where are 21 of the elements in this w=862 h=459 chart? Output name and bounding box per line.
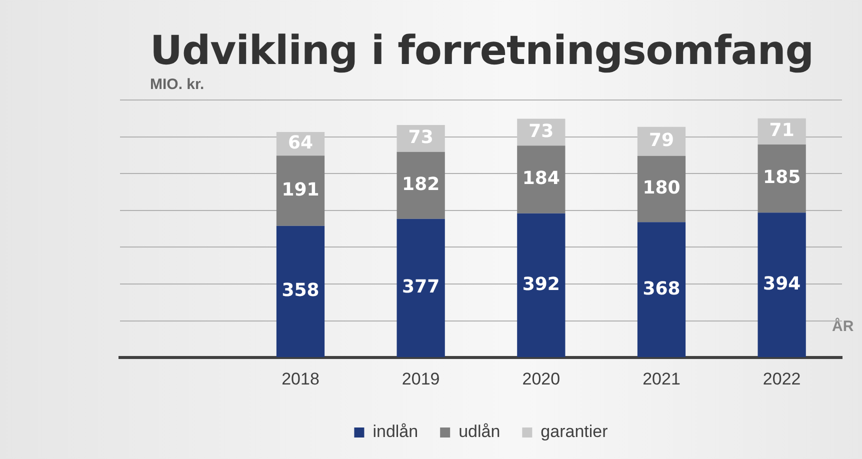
x-tick-label: 2019	[402, 369, 440, 388]
data-label: 394	[763, 274, 801, 295]
x-tick-label: 2021	[642, 369, 680, 388]
data-label: 377	[402, 276, 440, 298]
data-label: 358	[282, 280, 320, 302]
data-label: 184	[522, 168, 560, 190]
data-label: 182	[402, 174, 440, 196]
data-label: 368	[642, 278, 680, 300]
x-tick-label: 2020	[522, 369, 560, 388]
y-axis-title: MIO. kr.	[150, 76, 204, 93]
x-tick-label: 2018	[282, 369, 320, 388]
data-label: 185	[763, 167, 801, 188]
data-label: 180	[642, 178, 680, 199]
chart-title: Udvikling i forretningsomfang	[150, 28, 814, 74]
legend-label: indlån	[372, 422, 418, 442]
x-axis-title: ÅR	[832, 318, 854, 335]
legend-label: garantier	[540, 422, 608, 442]
data-label: 392	[522, 274, 560, 295]
legend-label: udlån	[458, 422, 500, 442]
data-label: 191	[282, 179, 320, 200]
x-tick-label: 2022	[762, 369, 801, 388]
